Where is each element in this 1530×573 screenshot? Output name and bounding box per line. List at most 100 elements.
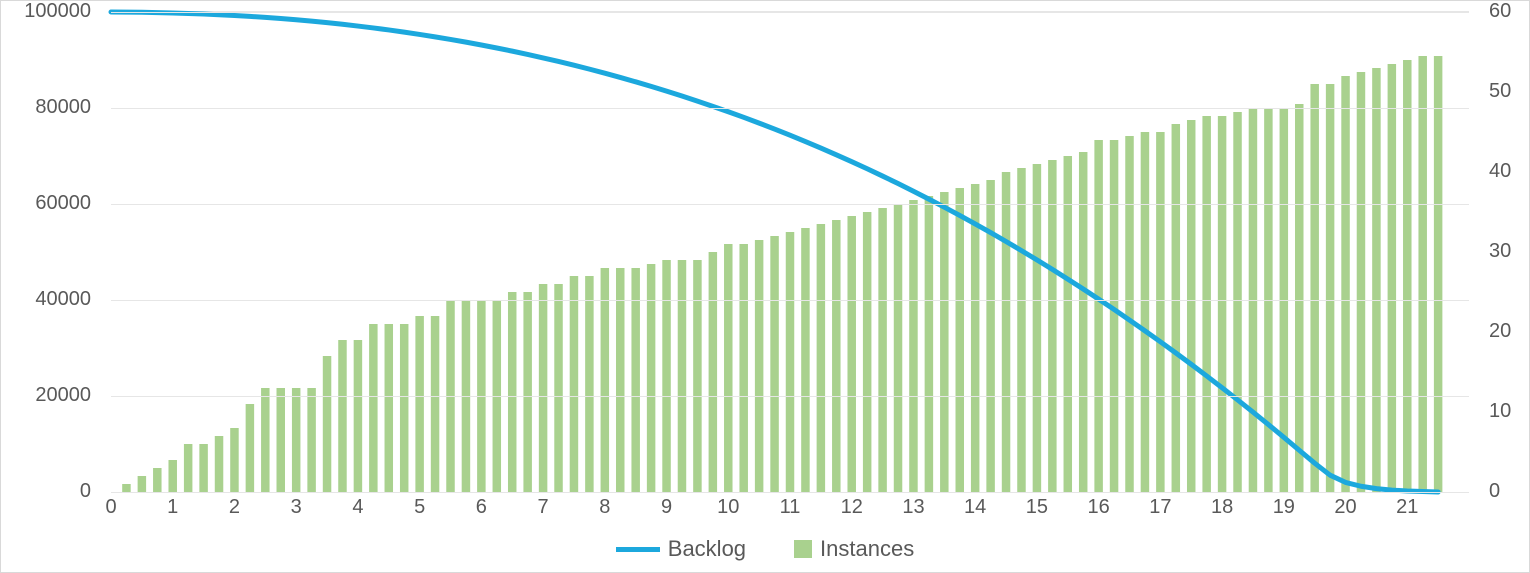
bar-instances [755, 240, 763, 492]
bar-instances [1125, 136, 1133, 492]
bar-instances [508, 292, 516, 492]
y-right-tick: 50 [1489, 81, 1511, 101]
x-tick: 18 [1211, 496, 1233, 519]
x-tick: 20 [1334, 496, 1356, 519]
bar-instances [277, 388, 285, 492]
x-tick: 21 [1396, 496, 1418, 519]
bar-instances [786, 232, 794, 492]
x-tick: 9 [661, 496, 672, 519]
x-tick: 4 [352, 496, 363, 519]
bar-instances [1326, 84, 1334, 492]
x-tick: 6 [476, 496, 487, 519]
bar-instances [801, 228, 809, 492]
bar-instances [570, 276, 578, 492]
legend-item-instances: Instances [794, 536, 914, 562]
x-tick: 19 [1273, 496, 1295, 519]
x-tick: 13 [902, 496, 924, 519]
y-left-tick: 80000 [35, 97, 91, 117]
bar-instances [1357, 72, 1365, 492]
y-right-tick: 0 [1489, 481, 1500, 501]
bar-instances [678, 260, 686, 492]
bar-instances [168, 460, 176, 492]
bar-instances [369, 324, 377, 492]
x-tick: 8 [599, 496, 610, 519]
bar-instances [1048, 160, 1056, 492]
legend-label-instances: Instances [820, 536, 914, 562]
legend-line-icon [616, 547, 660, 552]
y-left-tick: 100000 [24, 1, 91, 21]
bar-instances [1295, 104, 1303, 492]
bar-instances [585, 276, 593, 492]
legend-label-backlog: Backlog [668, 536, 746, 562]
x-tick: 16 [1088, 496, 1110, 519]
bar-instances [431, 316, 439, 492]
bar-instances [354, 340, 362, 492]
x-tick: 3 [291, 496, 302, 519]
bar-instances [246, 404, 254, 492]
y-left-tick: 0 [80, 481, 91, 501]
bar-instances [1187, 120, 1195, 492]
bar-instances [323, 356, 331, 492]
bar-instances [1372, 68, 1380, 492]
x-tick: 17 [1149, 496, 1171, 519]
bar-instances [1156, 132, 1164, 492]
bar-instances [647, 264, 655, 492]
bar-instances [863, 212, 871, 492]
x-tick: 1 [167, 496, 178, 519]
y-left-tick: 40000 [35, 289, 91, 309]
bar-instances [693, 260, 701, 492]
x-tick: 0 [105, 496, 116, 519]
bar-instances [230, 428, 238, 492]
bar-instances [292, 388, 300, 492]
y-right-tick: 60 [1489, 1, 1511, 21]
bar-instances [832, 220, 840, 492]
plot-area [111, 11, 1469, 492]
bar-instances [817, 224, 825, 492]
legend-item-backlog: Backlog [616, 536, 746, 562]
y-right-tick: 30 [1489, 241, 1511, 261]
legend-swatch-icon [794, 540, 812, 558]
bar-instances [1033, 164, 1041, 492]
chart-svg [111, 12, 1469, 492]
bar-instances [184, 444, 192, 492]
bar-instances [1434, 56, 1442, 492]
bar-instances [940, 192, 948, 492]
bar-instances [709, 252, 717, 492]
bar-instances [724, 244, 732, 492]
bar-instances [523, 292, 531, 492]
y-left-tick: 20000 [35, 385, 91, 405]
y-right-tick: 10 [1489, 401, 1511, 421]
bar-instances [307, 388, 315, 492]
x-tick: 15 [1026, 496, 1048, 519]
bar-instances [1388, 64, 1396, 492]
bar-instances [739, 244, 747, 492]
y-left-tick: 60000 [35, 193, 91, 213]
x-tick: 12 [841, 496, 863, 519]
x-tick: 14 [964, 496, 986, 519]
y-axis-right: 0102030405060 [1479, 11, 1529, 492]
x-tick: 5 [414, 496, 425, 519]
bar-instances [770, 236, 778, 492]
legend: Backlog Instances [1, 532, 1529, 566]
y-axis-left: 020000400006000080000100000 [1, 11, 101, 492]
x-tick: 11 [780, 496, 801, 519]
bar-instances [199, 444, 207, 492]
bar-instances [1002, 172, 1010, 492]
bar-instances [385, 324, 393, 492]
bar-instances [878, 208, 886, 492]
chart-container: 020000400006000080000100000 010203040506… [0, 0, 1530, 573]
bar-instances [539, 284, 547, 492]
bar-instances [925, 196, 933, 492]
x-axis: 0123456789101112131415161718192021 [111, 496, 1469, 526]
bar-instances [261, 388, 269, 492]
bar-instances [631, 268, 639, 492]
bar-instances [215, 436, 223, 492]
bar-instances [1418, 56, 1426, 492]
bar-instances [554, 284, 562, 492]
bar-instances [986, 180, 994, 492]
bar-instances [122, 484, 130, 492]
bar-instances [971, 184, 979, 492]
bar-instances [415, 316, 423, 492]
x-tick: 7 [538, 496, 549, 519]
x-tick: 2 [229, 496, 240, 519]
